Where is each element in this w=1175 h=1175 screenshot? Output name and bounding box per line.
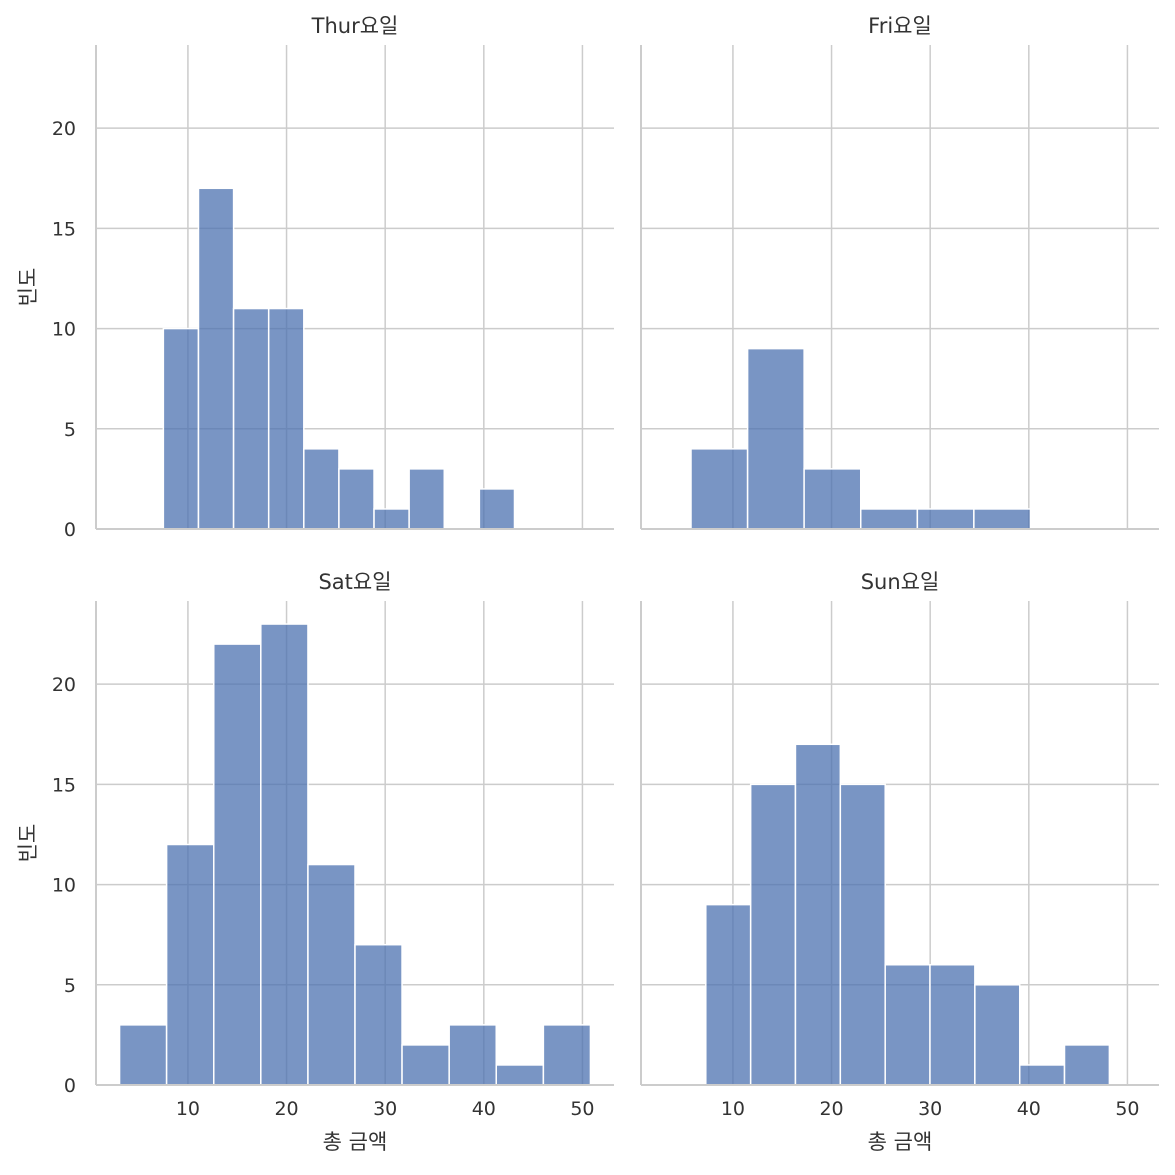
bar — [165, 843, 215, 1086]
x-axis-label: 총 금액 — [868, 1130, 933, 1154]
bar — [1018, 1064, 1066, 1086]
bar — [478, 488, 516, 530]
bar — [118, 1024, 168, 1086]
bar — [307, 863, 356, 1086]
bar — [803, 468, 862, 530]
y-tick-label: 10 — [52, 875, 76, 897]
bar — [746, 347, 805, 530]
bar — [495, 1064, 545, 1086]
bar — [839, 783, 886, 1086]
panel-title: Sun요일 — [861, 570, 940, 594]
bar — [859, 508, 919, 530]
bar — [354, 943, 403, 1086]
bar — [916, 508, 975, 530]
x-tick-label: 40 — [1017, 1098, 1041, 1120]
panel-title: Fri요일 — [868, 14, 932, 38]
y-tick-label: 5 — [64, 419, 76, 441]
x-tick-label: 10 — [721, 1098, 745, 1120]
bar — [973, 508, 1032, 530]
x-tick-label: 30 — [918, 1098, 942, 1120]
bar — [884, 964, 931, 1086]
bar — [303, 448, 340, 530]
y-axis-label: 빈도 — [16, 268, 40, 307]
bar — [213, 643, 262, 1086]
bar — [542, 1024, 592, 1086]
bar — [232, 307, 270, 530]
x-tick-label: 50 — [570, 1098, 594, 1120]
bar — [408, 468, 446, 530]
bar — [260, 623, 309, 1086]
x-tick-label: 20 — [274, 1098, 298, 1120]
panel-title: Sat요일 — [318, 570, 391, 594]
x-tick-label: 50 — [1115, 1098, 1139, 1120]
y-axis-label: 빈도 — [16, 824, 40, 863]
bar — [267, 307, 305, 530]
y-tick-label: 15 — [52, 774, 76, 796]
y-tick-label: 20 — [52, 118, 76, 140]
bar — [690, 448, 749, 530]
bar — [373, 508, 410, 530]
bar — [197, 187, 235, 530]
y-tick-label: 0 — [64, 519, 76, 541]
x-tick-label: 40 — [472, 1098, 496, 1120]
y-tick-label: 10 — [52, 319, 76, 341]
bar — [749, 783, 797, 1086]
bar — [974, 984, 1021, 1086]
bar — [794, 743, 842, 1086]
bar — [338, 468, 375, 530]
bar — [401, 1044, 450, 1086]
y-tick-label: 15 — [52, 218, 76, 240]
y-tick-label: 0 — [64, 1075, 76, 1097]
panel-title: Thur요일 — [311, 14, 399, 38]
bar — [705, 903, 752, 1086]
bar — [1063, 1044, 1111, 1086]
x-axis-label: 총 금액 — [323, 1130, 388, 1154]
bar — [162, 327, 200, 530]
x-tick-label: 30 — [373, 1098, 397, 1120]
x-tick-label: 20 — [819, 1098, 843, 1120]
bar — [929, 964, 976, 1086]
bar — [448, 1024, 497, 1086]
y-tick-label: 5 — [64, 975, 76, 997]
y-tick-label: 20 — [52, 674, 76, 696]
x-tick-label: 10 — [176, 1098, 200, 1120]
